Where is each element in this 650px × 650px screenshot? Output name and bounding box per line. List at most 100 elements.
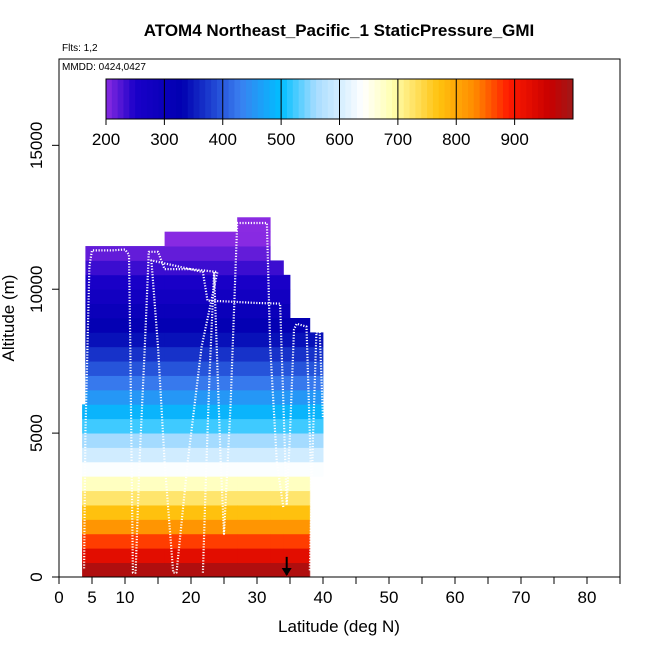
colorbar-swatch [292, 79, 300, 119]
colorbar-swatch [380, 79, 387, 119]
heatmap-cell [290, 404, 311, 420]
heatmap-cell [88, 274, 93, 290]
colorbar-swatch [129, 79, 136, 119]
heatmap-cell [270, 505, 284, 520]
colorbar-swatch [246, 79, 253, 119]
heatmap-cell [283, 375, 291, 391]
flights-label: Flts: 1,2 [62, 43, 98, 54]
heatmap-cell [164, 404, 238, 420]
colorbar-swatch [479, 79, 486, 119]
y-tick-label: 5000 [27, 414, 46, 452]
heatmap-cell [283, 289, 291, 305]
heatmap-cell [290, 346, 311, 362]
x-tick-label: 80 [578, 588, 597, 607]
heatmap-cell [82, 533, 86, 549]
colorbar-swatch [199, 79, 206, 119]
heatmap-cell [85, 375, 165, 391]
y-tick-label: 15000 [27, 122, 46, 169]
heatmap-cell [88, 303, 93, 319]
heatmap-cell [164, 260, 238, 276]
heatmap-cell [164, 548, 238, 564]
heatmap-cell [237, 389, 271, 405]
heatmap-cell [85, 346, 90, 362]
colorbar: 200 300 400 500 600 700 800 900 [92, 78, 574, 149]
heatmap-cell [85, 490, 165, 506]
heatmap-cell [164, 447, 238, 463]
heatmap-cell [237, 548, 271, 564]
colorbar-swatch [111, 79, 119, 119]
heatmap-cell [290, 318, 311, 333]
heatmap-cell [270, 361, 284, 376]
colorbar-swatch [228, 79, 235, 119]
heatmap-cell [290, 490, 311, 506]
heatmap-cell [237, 519, 271, 535]
heatmap-cell [290, 389, 311, 405]
heatmap-cell [237, 404, 271, 420]
colorbar-swatch [368, 79, 376, 119]
heatmap-cell [290, 548, 311, 564]
colorbar-swatch [520, 79, 527, 119]
heatmap-cell [85, 260, 165, 276]
colorbar-swatch [537, 79, 545, 119]
colorbar-swatch [286, 79, 294, 119]
colorbar-swatch [251, 79, 259, 119]
heatmap-cell [309, 404, 324, 420]
heatmap-cell [237, 433, 271, 448]
heatmap-cell [85, 519, 165, 535]
heatmap-cell [164, 562, 238, 578]
heatmap-cell [290, 476, 311, 492]
heatmap-cell [237, 476, 271, 492]
colorbar-swatch [263, 79, 270, 119]
colorbar-swatch [427, 79, 434, 119]
colorbar-swatch [345, 79, 352, 119]
colorbar-swatch [170, 79, 177, 119]
heatmap-cell [85, 332, 90, 348]
heatmap-cell [85, 346, 165, 362]
colorbar-swatch [187, 79, 195, 119]
heatmap-cell [164, 519, 238, 535]
heatmap-cell [309, 447, 324, 463]
heatmap-cell [290, 361, 311, 376]
heatmap-cell [82, 447, 86, 463]
colorbar-swatch [403, 79, 411, 119]
heatmap-trim [309, 476, 324, 577]
colorbar-tick-label: 300 [150, 130, 178, 149]
x-tick-label: 20 [182, 588, 201, 607]
colorbar-tick-label: 400 [209, 130, 237, 149]
heatmap-cell [270, 318, 284, 333]
heatmap-cell [270, 433, 284, 448]
colorbar-swatch [327, 79, 335, 119]
colorbar-swatch [135, 79, 142, 119]
colorbar-swatch [392, 79, 399, 119]
heatmap-cell [164, 418, 238, 434]
heatmap-cell [164, 303, 238, 319]
colorbar-swatch [141, 79, 148, 119]
y-tick-label: 10000 [27, 266, 46, 313]
colorbar-swatch [467, 79, 475, 119]
heatmap-cell [237, 505, 271, 520]
heatmap-cell [164, 461, 238, 477]
heatmap-cell [283, 461, 291, 477]
x-tick-label: 70 [512, 588, 531, 607]
heatmap-cell [270, 548, 284, 564]
colorbar-swatch [526, 79, 533, 119]
colorbar-swatch [222, 79, 230, 119]
colorbar-swatch [181, 79, 189, 119]
heatmap-cell [309, 418, 324, 434]
arrow-head [281, 568, 292, 576]
heatmap-cell [82, 548, 86, 564]
colorbar-swatch [164, 79, 171, 119]
heatmap-cell [164, 318, 238, 333]
colorbar-swatch [339, 79, 346, 119]
colorbar-swatch [567, 79, 574, 119]
colorbar-swatch [304, 79, 311, 119]
heatmap-cell [270, 447, 284, 463]
colorbar-swatch [561, 79, 568, 119]
heatmap-cell [270, 533, 284, 549]
flight-track-2 [201, 221, 285, 573]
colorbar-swatch [532, 79, 539, 119]
heatmap-cell [237, 375, 271, 391]
colorbar-swatch [158, 79, 165, 119]
heatmap-cell [164, 476, 238, 492]
